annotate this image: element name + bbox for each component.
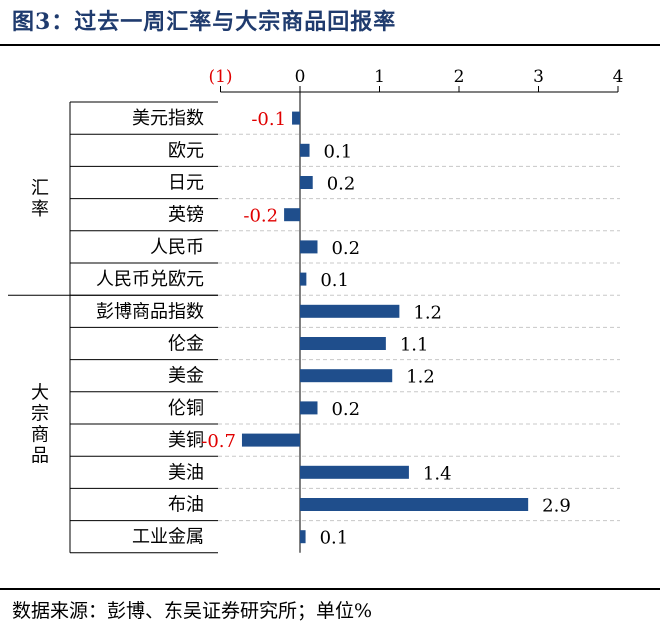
top-rule: [0, 44, 660, 46]
bar: [300, 498, 529, 511]
chart-title: 图3：过去一周汇率与大宗商品回报率: [12, 9, 397, 35]
category-label: 美铜: [168, 430, 204, 451]
category-label: 人民币兑欧元: [96, 269, 204, 290]
bar: [300, 240, 318, 254]
bar: [300, 272, 307, 286]
value-label: 0.1: [320, 528, 349, 549]
value-label: -0.2: [243, 206, 278, 227]
bar: [300, 337, 386, 350]
category-label: 美油: [168, 462, 204, 483]
value-label: 0.2: [327, 174, 356, 195]
bar: [241, 433, 300, 447]
x-tick-label: 2: [454, 67, 465, 87]
category-label: 彭博商品指数: [96, 301, 204, 322]
group-label: 大宗商品: [31, 383, 49, 467]
x-tick-label: 1: [374, 67, 385, 87]
category-label: 英镑: [168, 205, 204, 226]
bar: [292, 111, 300, 125]
value-label: 1.2: [406, 367, 435, 388]
bar: [284, 208, 300, 222]
bar: [300, 176, 313, 189]
category-label: 布油: [168, 495, 204, 516]
x-tick-label: 0: [295, 67, 306, 87]
group-label: 汇率: [31, 178, 49, 220]
value-label: 0.1: [320, 270, 349, 291]
value-label: -0.7: [201, 431, 236, 452]
bar: [300, 401, 318, 415]
value-label: 0.1: [324, 141, 353, 162]
bar: [300, 369, 393, 383]
category-label: 伦金: [168, 334, 204, 355]
value-label: -0.1: [251, 109, 286, 130]
bottom-rule: [0, 588, 660, 590]
x-tick-label: 3: [533, 67, 544, 87]
value-label: 0.2: [331, 399, 360, 420]
category-label: 日元: [168, 173, 204, 194]
category-label: 人民币: [150, 237, 204, 258]
bar: [300, 530, 306, 544]
category-label: 欧元: [168, 140, 204, 161]
value-label: 1.4: [423, 463, 452, 484]
bar: [300, 304, 400, 318]
value-label: 2.9: [542, 496, 571, 517]
bar: [300, 465, 409, 479]
bar: [300, 143, 310, 157]
x-tick-label: (1): [208, 67, 232, 87]
category-label: 伦铜: [168, 398, 204, 419]
category-label: 工业金属: [132, 527, 204, 548]
value-label: 0.2: [331, 238, 360, 259]
source-note: 数据来源：彭博、东吴证券研究所；单位%: [12, 600, 373, 622]
value-label: 1.1: [400, 335, 429, 356]
category-label: 美元指数: [132, 108, 204, 129]
category-label: 美金: [168, 366, 204, 387]
value-label: 1.2: [413, 302, 442, 323]
x-tick-label: 4: [613, 67, 624, 87]
